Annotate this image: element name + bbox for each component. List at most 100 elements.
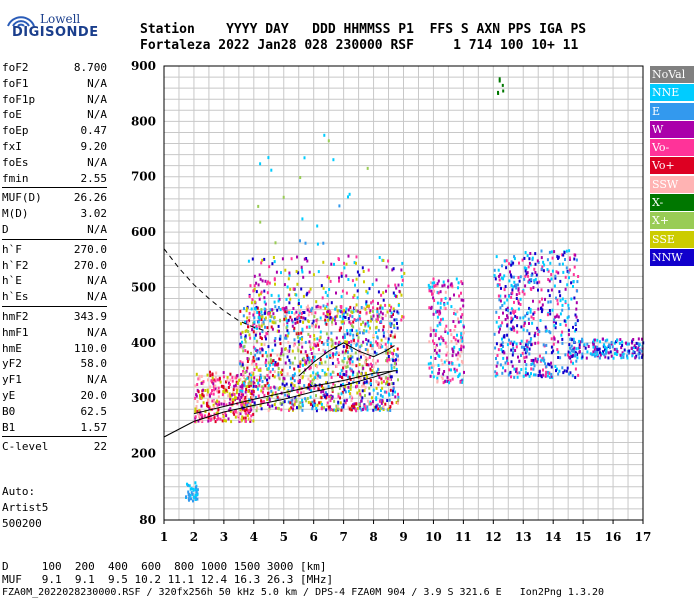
echo-point <box>244 320 247 324</box>
echo-point <box>351 363 354 367</box>
echo-point <box>316 385 319 388</box>
echo-point <box>517 276 520 279</box>
echo-point <box>575 258 578 262</box>
echo-point <box>303 156 306 160</box>
echo-point <box>277 373 280 377</box>
echo-point <box>233 398 236 402</box>
echo-point <box>251 298 254 301</box>
echo-point <box>510 307 513 311</box>
echo-point <box>460 350 463 354</box>
echo-point <box>550 345 553 349</box>
echo-point <box>523 346 525 349</box>
echo-point <box>456 357 459 361</box>
echo-point <box>198 377 201 381</box>
echo-point <box>269 363 271 367</box>
param-label: B1 <box>2 420 16 434</box>
echo-point <box>558 290 561 294</box>
echo-point <box>449 329 452 332</box>
param-value: N/A <box>87 222 107 236</box>
param-row: MUF(D) 26.26 <box>2 190 107 206</box>
echo-point <box>271 391 274 395</box>
echo-point <box>536 281 539 285</box>
echo-point <box>622 355 625 359</box>
echo-point <box>240 364 243 368</box>
echo-point <box>447 377 450 381</box>
echo-point <box>336 404 339 408</box>
echo-point <box>554 274 557 278</box>
echo-point <box>285 336 288 340</box>
echo-point <box>340 295 343 299</box>
echo-point <box>292 407 294 411</box>
echo-point <box>293 379 296 383</box>
echo-point <box>340 271 343 275</box>
echo-point <box>382 380 385 384</box>
echo-point <box>369 382 372 386</box>
echo-point <box>301 398 304 402</box>
echo-point <box>296 282 299 286</box>
echo-point <box>593 348 596 352</box>
echo-point <box>334 307 337 311</box>
echo-point <box>457 317 460 321</box>
echo-point <box>383 390 386 394</box>
param-row: h`Es N/A <box>2 289 107 305</box>
echo-point <box>553 250 556 254</box>
echo-point <box>445 359 448 362</box>
echo-point <box>263 307 266 311</box>
echo-point <box>305 257 308 260</box>
echo-point <box>229 395 232 399</box>
echo-point <box>222 390 225 394</box>
echo-point <box>300 391 303 395</box>
echo-point <box>325 408 328 412</box>
echo-point <box>573 265 576 269</box>
echo-point <box>257 368 260 372</box>
echo-point <box>311 359 314 363</box>
echo-point <box>246 360 249 363</box>
echo-point <box>207 398 210 402</box>
echo-point <box>581 355 584 359</box>
echo-point <box>371 347 374 351</box>
echo-point <box>638 344 640 347</box>
echo-point <box>308 356 311 360</box>
echo-point <box>369 400 372 404</box>
echo-point <box>515 286 518 290</box>
echo-point <box>355 342 358 346</box>
echo-point <box>546 258 549 262</box>
echo-point <box>310 383 312 387</box>
echo-point <box>460 335 463 339</box>
echo-point <box>312 273 315 277</box>
echo-point <box>260 310 263 314</box>
echo-point <box>339 372 342 376</box>
echo-point <box>384 303 387 307</box>
echo-point <box>248 417 251 421</box>
echo-point <box>265 331 268 335</box>
echo-point <box>196 488 199 492</box>
echo-point <box>250 378 253 382</box>
echo-point <box>263 376 266 380</box>
echo-point <box>529 287 532 290</box>
echo-point <box>366 399 369 403</box>
echo-point <box>286 372 289 376</box>
echo-point <box>641 349 644 353</box>
echo-point <box>538 330 541 334</box>
echo-point <box>559 294 562 298</box>
echo-point <box>534 341 537 345</box>
echo-point <box>517 301 520 305</box>
echo-point <box>214 384 217 388</box>
echo-point <box>604 348 606 352</box>
echo-point <box>270 325 273 329</box>
echo-point <box>570 338 573 342</box>
param-label: fmin <box>2 171 29 185</box>
echo-point <box>577 275 580 278</box>
echo-point <box>282 323 285 327</box>
echo-point <box>245 394 248 398</box>
echo-point <box>533 334 536 338</box>
echo-point <box>551 308 554 312</box>
echo-point <box>511 342 514 346</box>
echo-point <box>308 387 311 391</box>
param-label: B0 <box>2 404 16 418</box>
echo-point <box>349 314 352 318</box>
echo-point <box>504 259 506 263</box>
echo-point <box>286 329 289 333</box>
echo-point <box>499 273 502 277</box>
echo-point <box>351 328 353 332</box>
